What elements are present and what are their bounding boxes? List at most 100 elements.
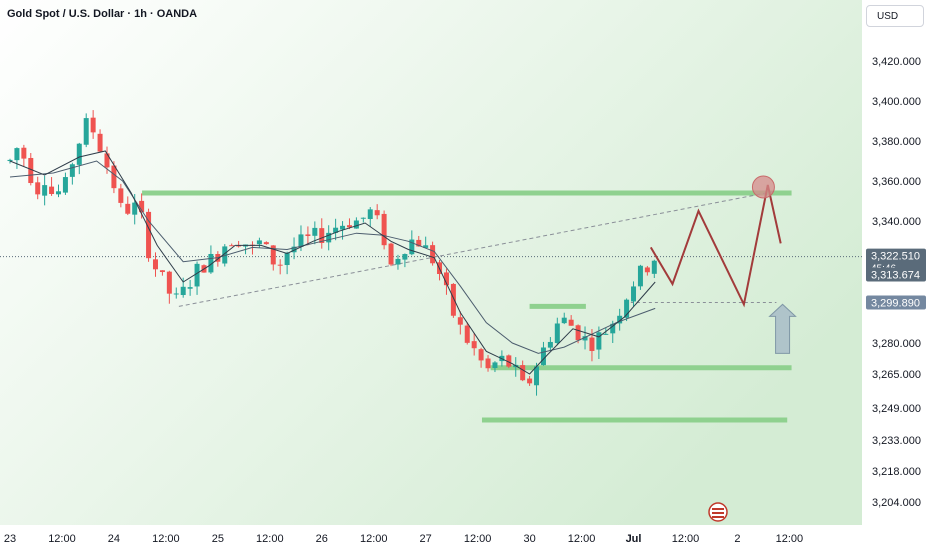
- price-tick-label: 3,233.000: [872, 435, 921, 447]
- candle-body: [381, 213, 387, 246]
- candle-body: [340, 225, 346, 230]
- candle-body: [111, 165, 117, 189]
- candle-body: [263, 242, 269, 245]
- candle-body: [83, 118, 89, 145]
- candle-body: [7, 159, 13, 162]
- candle-body: [256, 240, 262, 245]
- time-tick-label: 12:00: [568, 533, 596, 545]
- time-tick-label: 26: [316, 533, 328, 545]
- time-tick-label: 27: [420, 533, 432, 545]
- currency-button[interactable]: USD: [866, 5, 924, 27]
- candle-body: [291, 246, 297, 253]
- candle-body: [312, 227, 318, 236]
- candle-body: [644, 267, 650, 273]
- candle-body: [298, 234, 304, 247]
- time-tick-label: 2: [734, 533, 740, 545]
- candle-body: [582, 336, 588, 341]
- candle-body: [21, 147, 27, 159]
- candle-body: [547, 341, 553, 348]
- price-tick-label: 3,265.000: [872, 369, 921, 381]
- candle-body: [346, 225, 352, 228]
- candle-body: [617, 315, 623, 324]
- price-tick-label: 3,204.000: [872, 497, 921, 509]
- candle-body: [367, 209, 373, 220]
- candle-body: [139, 200, 145, 213]
- price-tick-label: 3,218.000: [872, 466, 921, 478]
- candle-body: [305, 234, 311, 236]
- time-tick-label: 30: [523, 533, 535, 545]
- candle-body: [326, 232, 332, 243]
- candle-body: [132, 202, 138, 215]
- candle-body: [520, 365, 526, 381]
- candle-body: [187, 287, 193, 289]
- candle-body: [333, 227, 339, 233]
- time-tick-label: 12:00: [360, 533, 388, 545]
- candle-body: [624, 299, 630, 318]
- candle-body: [62, 177, 68, 193]
- time-axis-background: [0, 525, 932, 550]
- candle-body: [637, 265, 643, 287]
- time-tick-label: 12:00: [256, 533, 284, 545]
- candle-body: [194, 263, 200, 287]
- time-tick-label: 12:00: [464, 533, 492, 545]
- moving-averages: [9, 150, 656, 375]
- time-tick-label: 24: [108, 533, 120, 545]
- candle-body: [589, 337, 595, 352]
- price-level-value: 3,299.890: [871, 298, 920, 310]
- candle-body: [402, 254, 408, 260]
- candle-body: [49, 186, 55, 195]
- candle-body: [561, 317, 567, 324]
- candle-body: [568, 319, 574, 326]
- candle-body: [596, 332, 602, 350]
- price-tick-label: 3,340.000: [872, 216, 921, 228]
- time-axis[interactable]: 23 12:00 24 12:00 25 12:00 26 12:00 27 12:00 30 12:…: [4, 533, 803, 545]
- candle-body: [277, 264, 283, 266]
- candle-body: [527, 378, 533, 384]
- price-tick-label: 3,360.000: [872, 176, 921, 188]
- price-axis[interactable]: 3,420.000 3,400.000 3,380.000 3,360.000 3,34…: [872, 56, 921, 509]
- candle-body: [423, 245, 429, 248]
- candle-body: [388, 243, 394, 265]
- price-level-value: 3,313.674: [871, 270, 920, 282]
- tradingview-logo: [708, 502, 728, 522]
- candle-body: [575, 325, 581, 341]
- candle-body: [42, 185, 48, 196]
- candle-body: [180, 286, 186, 296]
- candle-body: [229, 245, 235, 247]
- up-arrow: [768, 303, 797, 354]
- candle-body: [35, 182, 41, 195]
- candle-body: [319, 228, 325, 244]
- candle-body: [69, 164, 75, 177]
- time-tick-label: 25: [212, 533, 224, 545]
- current-price-value: 3,322.510: [871, 251, 920, 263]
- time-tick-label: Jul: [626, 533, 642, 545]
- price-level-badge: [866, 295, 926, 310]
- candle-body: [125, 203, 131, 214]
- symbol-title: Gold Spot / U.S. Dollar · 1h · OANDA: [7, 8, 198, 20]
- candle-body: [631, 286, 637, 302]
- candle-body: [603, 333, 609, 335]
- candle-body: [97, 133, 103, 152]
- candle-body: [464, 325, 470, 343]
- candle-body: [450, 283, 456, 316]
- price-tick-label: 3,400.000: [872, 96, 921, 108]
- time-tick-label: 23: [4, 533, 16, 545]
- candle-body: [485, 358, 491, 369]
- time-tick-label: 12:00: [152, 533, 180, 545]
- candle-body: [166, 271, 172, 294]
- support-resistance-zones: [142, 190, 792, 423]
- price-tick-label: 3,420.000: [872, 56, 921, 68]
- candle-body: [610, 323, 616, 334]
- candle-body: [90, 117, 96, 133]
- ma-fast-line: [9, 150, 656, 375]
- candle-body: [471, 341, 477, 349]
- candle-body: [208, 253, 214, 273]
- time-tick-label: 12:00: [672, 533, 700, 545]
- candle-body: [76, 143, 82, 165]
- target-circle: [751, 175, 775, 199]
- price-level-badge: [866, 267, 926, 282]
- candle-body: [104, 153, 110, 168]
- time-tick-label: 12:00: [776, 533, 804, 545]
